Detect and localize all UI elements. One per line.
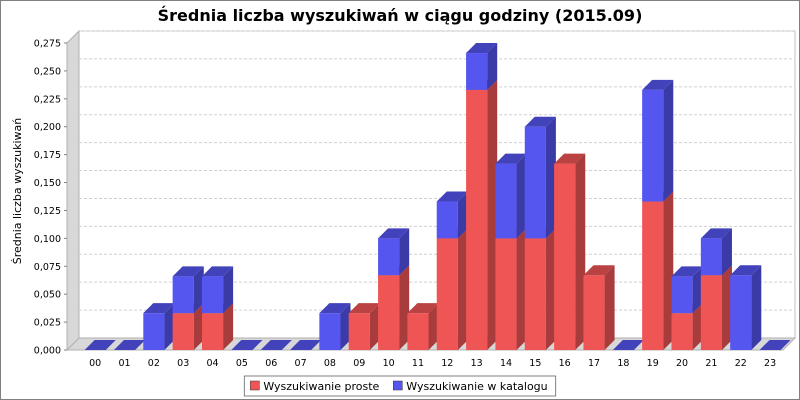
x-tick-label: 09	[353, 358, 365, 369]
bar-10-series-2	[378, 228, 410, 276]
y-tick-label: 0,050	[34, 290, 61, 301]
bars	[84, 43, 791, 351]
x-tick-label: 15	[529, 358, 541, 369]
chart-title: Średnia liczba wyszukiwań w ciągu godzin…	[158, 6, 643, 25]
x-tick-label: 22	[735, 358, 747, 369]
x-tick-label: 11	[412, 358, 424, 369]
x-tick-label: 03	[177, 358, 189, 369]
bar-21-series-1	[700, 265, 732, 350]
x-tick-label: 05	[236, 358, 248, 369]
y-tick-label: 0,175	[34, 150, 61, 161]
x-tick-label: 16	[559, 358, 571, 369]
bar-14-series-2	[495, 153, 527, 239]
x-tick-label: 14	[500, 358, 512, 369]
bar-17-series-1	[583, 265, 615, 350]
y-axis-label: Średnia liczba wyszukiwań	[11, 118, 24, 265]
bar-15-series-1	[524, 228, 556, 350]
x-tick-label: 21	[705, 358, 717, 369]
bar-15-series-2	[524, 116, 556, 239]
bar-19-series-1	[642, 191, 674, 350]
y-tick-label: 0,150	[34, 178, 61, 189]
bar-05-series-2	[231, 340, 263, 350]
bar-02-series-2	[143, 303, 175, 350]
bar-08-series-2	[319, 303, 351, 350]
x-tick-label: 10	[383, 358, 395, 369]
bar-12-series-2	[436, 191, 468, 239]
x-tick-label: 00	[89, 358, 101, 369]
x-tick-label: 17	[588, 358, 600, 369]
y-axis-ticks: 0,000 0,025 0,050 0,075 0,100 0,125 0,150 0,175…	[34, 39, 67, 357]
x-tick-label: 01	[118, 358, 130, 369]
x-tick-label: 13	[471, 358, 483, 369]
y-tick-label: 0,075	[34, 262, 61, 273]
y-tick-label: 0,025	[34, 318, 61, 329]
x-tick-label: 06	[265, 358, 277, 369]
bar-14-series-1	[495, 228, 527, 350]
x-tick-label: 07	[295, 358, 307, 369]
bar-11-series-1	[407, 303, 439, 350]
x-tick-label: 08	[324, 358, 336, 369]
bar-09-series-1	[348, 303, 380, 350]
y-tick-label: 0,275	[34, 39, 61, 50]
bar-07-series-2	[290, 340, 322, 350]
y-tick-label: 0,100	[34, 234, 61, 245]
x-axis-ticks: 00 01 02 03 04 05 06 07 08 09 10 11 12 13 14 15 16 17 18 19…	[89, 358, 776, 369]
bar-00-series-2	[84, 340, 116, 350]
bar-16-series-1	[554, 153, 586, 350]
legend-swatch	[250, 380, 260, 391]
y-tick-label: 0,125	[34, 206, 61, 217]
y-tick-label: 0,250	[34, 66, 61, 77]
legend-swatch	[393, 380, 403, 391]
legend-label: Wyszukiwanie proste	[263, 380, 379, 393]
y-tick-label: 0,225	[34, 94, 61, 105]
x-tick-label: 02	[148, 358, 160, 369]
bar-13-series-2	[466, 43, 498, 90]
bar-18-series-2	[612, 340, 644, 350]
x-tick-label: 23	[764, 358, 776, 369]
bar-20-series-2	[671, 266, 703, 314]
x-tick-label: 18	[617, 358, 629, 369]
bar-22-series-2	[730, 265, 762, 350]
bar-21-series-2	[700, 228, 732, 276]
legend: Wyszukiwanie proste Wyszukiwanie w katalo…	[243, 375, 557, 397]
bar-03-series-2	[172, 266, 204, 314]
bar-10-series-1	[378, 265, 410, 350]
x-tick-label: 19	[647, 358, 659, 369]
legend-label: Wyszukiwanie w katalogu	[406, 380, 547, 393]
bar-06-series-2	[260, 340, 292, 350]
x-tick-label: 12	[441, 358, 453, 369]
y-tick-label: 0,000	[34, 346, 61, 357]
bar-13-series-1	[466, 79, 498, 351]
bar-19-series-2	[642, 79, 674, 202]
bar-01-series-2	[113, 340, 146, 350]
bar-23-series-2	[759, 340, 791, 350]
y-tick-label: 0,200	[34, 122, 61, 133]
bar-04-series-2	[201, 266, 234, 314]
x-tick-label: 20	[676, 358, 688, 369]
x-tick-label: 04	[207, 358, 219, 369]
bar-12-series-1	[436, 228, 468, 350]
